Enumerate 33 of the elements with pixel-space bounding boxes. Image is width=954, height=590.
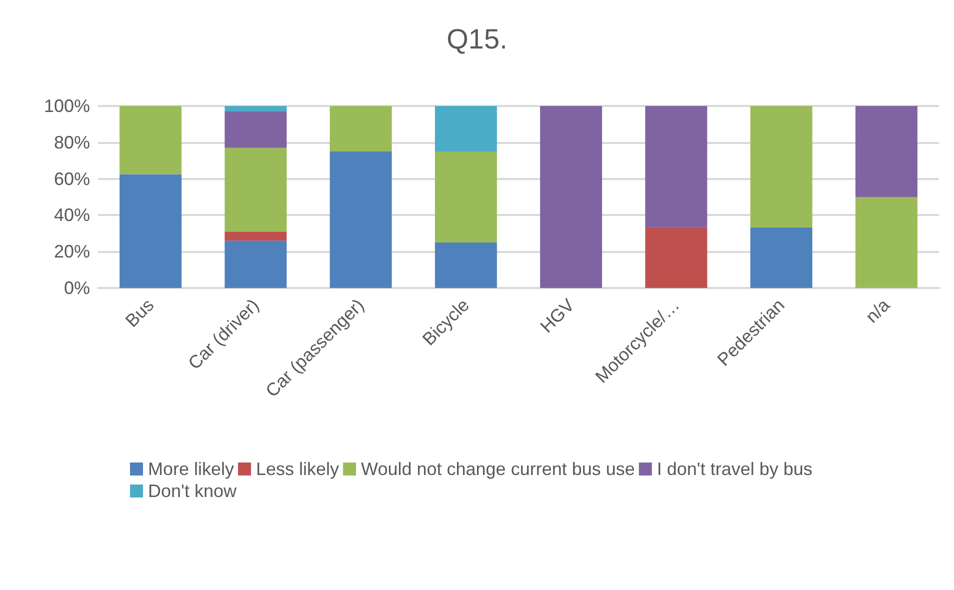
y-tick-label: 20% [54,242,90,262]
y-tick-label: 100% [44,96,90,116]
legend-label: Less likely [256,459,340,479]
bar [224,148,287,232]
x-tick-label: n/a [862,294,894,327]
legend-label: Would not change current bus use [361,459,635,479]
bar [750,106,812,228]
legend-label: More likely [148,459,234,479]
bar [855,197,918,288]
y-tick-label: 80% [54,132,90,152]
chart-title: Q15. [446,24,508,54]
bar [645,106,708,228]
bar [434,242,497,288]
bar [540,106,602,288]
bar [120,106,182,174]
y-tick-label: 40% [54,205,90,226]
bar [224,106,287,112]
y-tick-label: 60% [54,168,90,189]
bar [855,106,918,197]
bar [434,152,497,242]
bar [750,227,812,288]
bar [434,106,497,152]
bar [645,227,708,288]
bar [224,111,287,148]
bar [224,232,287,241]
x-tick-label: Bus [122,294,158,331]
legend-label: Don't know [148,481,238,501]
y-tick-label: 0% [64,278,90,298]
bar [330,106,392,152]
bar [224,240,287,288]
bar [330,152,392,288]
bar [120,174,182,288]
legend-label: I don't travel by bus [656,459,812,479]
